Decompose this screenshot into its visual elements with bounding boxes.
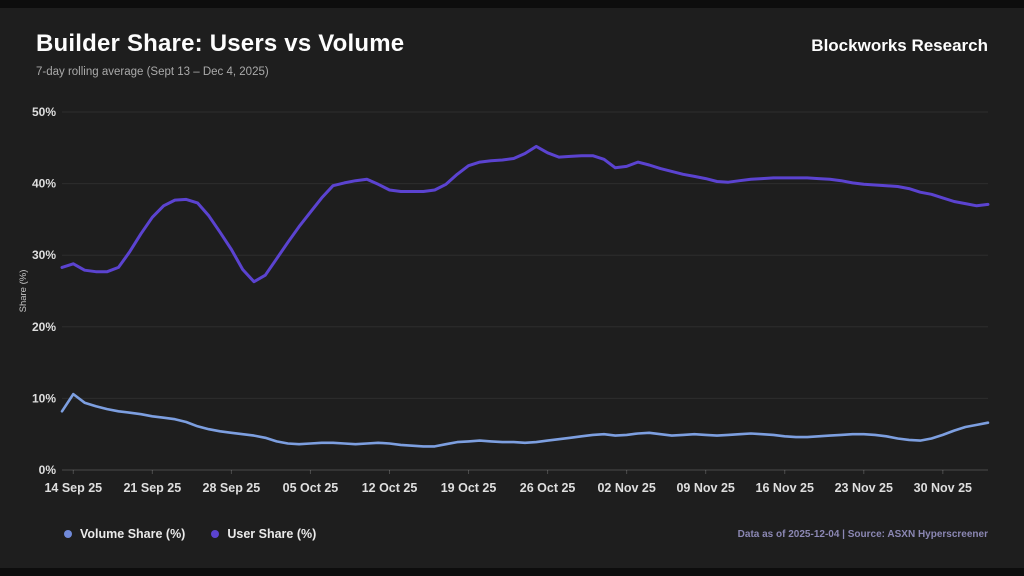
legend-item-user-share[interactable]: User Share (%): [211, 527, 316, 541]
y-axis-tick-label: 40%: [32, 177, 56, 191]
x-axis-tick-label: 21 Sep 25: [123, 481, 181, 495]
page-title: Builder Share: Users vs Volume: [36, 30, 405, 57]
x-axis-tick-label: 23 Nov 25: [835, 481, 893, 495]
x-axis-tick-label: 28 Sep 25: [203, 481, 261, 495]
brand-logo: Blockworks Research: [811, 36, 988, 55]
user-share-line: [60, 144, 990, 284]
x-axis-tick-label: 02 Nov 25: [597, 481, 655, 495]
chart-panel: [0, 8, 1024, 568]
chart-subtitle: 7-day rolling average (Sept 13 – Dec 4, …: [36, 66, 269, 78]
y-axis-tick-label: 0%: [39, 463, 57, 477]
y-axis-title: Share (%): [18, 270, 29, 313]
x-axis-tick-label: 09 Nov 25: [676, 481, 734, 495]
x-axis-tick-label: 16 Nov 25: [756, 481, 814, 495]
volume-share-line: [60, 392, 990, 448]
y-axis-tick-label: 50%: [32, 105, 56, 119]
x-axis-tick-label: 05 Oct 25: [283, 481, 339, 495]
x-axis-tick-label: 14 Sep 25: [44, 481, 102, 495]
volume-share-dot-icon: [64, 530, 72, 538]
legend-item-volume-share[interactable]: Volume Share (%): [64, 527, 185, 541]
chart-legend: Volume Share (%) User Share (%): [64, 527, 316, 541]
y-axis-tick-label: 30%: [32, 248, 56, 262]
x-axis-tick-label: 26 Oct 25: [520, 481, 576, 495]
legend-label: User Share (%): [227, 527, 317, 541]
legend-label: Volume Share (%): [80, 527, 186, 541]
x-axis-tick-label: 19 Oct 25: [441, 481, 497, 495]
y-axis-tick-label: 20%: [32, 320, 56, 334]
user-share-dot-icon: [211, 530, 220, 538]
x-axis-tick-label: 30 Nov 25: [914, 481, 972, 495]
y-axis-tick-label: 10%: [32, 391, 56, 405]
x-axis-tick-label: 12 Oct 25: [362, 481, 418, 495]
data-source-note: Data as of 2025-12-04 | Source: ASXN Hyp…: [737, 529, 988, 540]
